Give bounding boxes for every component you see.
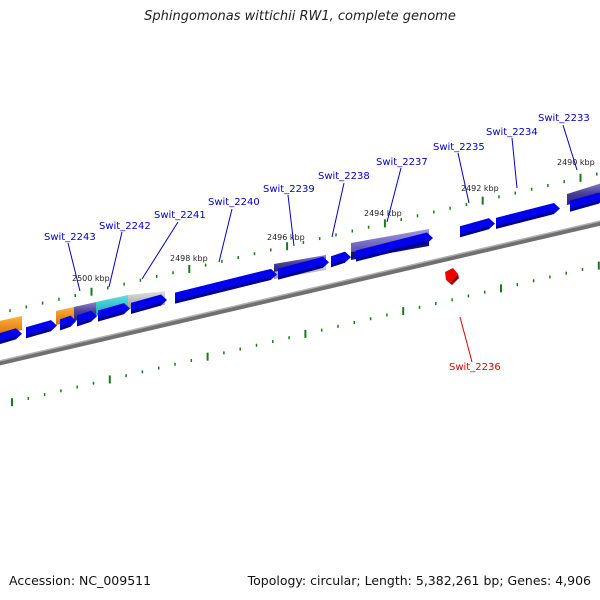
gene-label-swit-2240[interactable]: Swit_2240 [208,197,260,208]
label-leaders [67,124,578,292]
gene-label-swit-2242[interactable]: Swit_2242 [99,221,151,232]
gene-arrow-shade [131,302,161,314]
gene-arrow-shade [26,328,51,339]
kbp-label-2500: 2500 kbp [72,274,110,283]
gene-swit-2236[interactable] [445,268,459,285]
gene-label-swit-2236[interactable]: Swit_2236 [449,362,501,373]
gene-arrow-shade [356,240,427,262]
genome-summary-text: Topology: circular; Length: 5,382,261 bp… [247,573,591,588]
gene-label-swit-2237[interactable]: Swit_2237 [376,157,428,168]
gene-label-swit-2241[interactable]: Swit_2241 [154,210,206,221]
kbp-label-2496: 2496 kbp [267,233,305,242]
gene-arrow-shade [331,259,345,268]
gene-arrow-shade [98,311,124,322]
genome-backbone [0,220,600,366]
gene-label-swit-2243[interactable]: Swit_2243 [44,232,96,243]
gene-arrow-shade [175,276,271,304]
gene-arrow-shade [77,318,91,327]
gene-label-swit-2239[interactable]: Swit_2239 [263,184,315,195]
gene-label-swit-2233[interactable]: Swit_2233 [538,113,590,124]
gene-arrow-shade [278,264,323,280]
gene-label-swit-2234[interactable]: Swit_2234 [486,127,538,138]
kbp-label-2498: 2498 kbp [170,254,208,263]
map-title: Sphingomonas wittichii RW1, complete gen… [144,9,456,24]
label-leader-swit-2236 [459,316,473,363]
gene-arrow-shade [496,210,554,229]
gene-arrow-shade [460,226,489,238]
gene-label-swit-2235[interactable]: Swit_2235 [433,142,485,153]
gene-label-swit-2238[interactable]: Swit_2238 [318,171,370,182]
gene-arrow-shade [570,200,599,212]
minor-tick-track [9,172,600,407]
gene-arrow-shade [0,336,16,345]
kbp-label-2490: 2490 kbp [557,158,595,167]
kbp-label-2494: 2494 kbp [364,209,402,218]
gene-arrows [0,192,600,345]
gene-arrow-shade [60,323,71,331]
kbp-label-2492: 2492 kbp [461,184,499,193]
accession-text: Accession: NC_009511 [9,573,152,588]
